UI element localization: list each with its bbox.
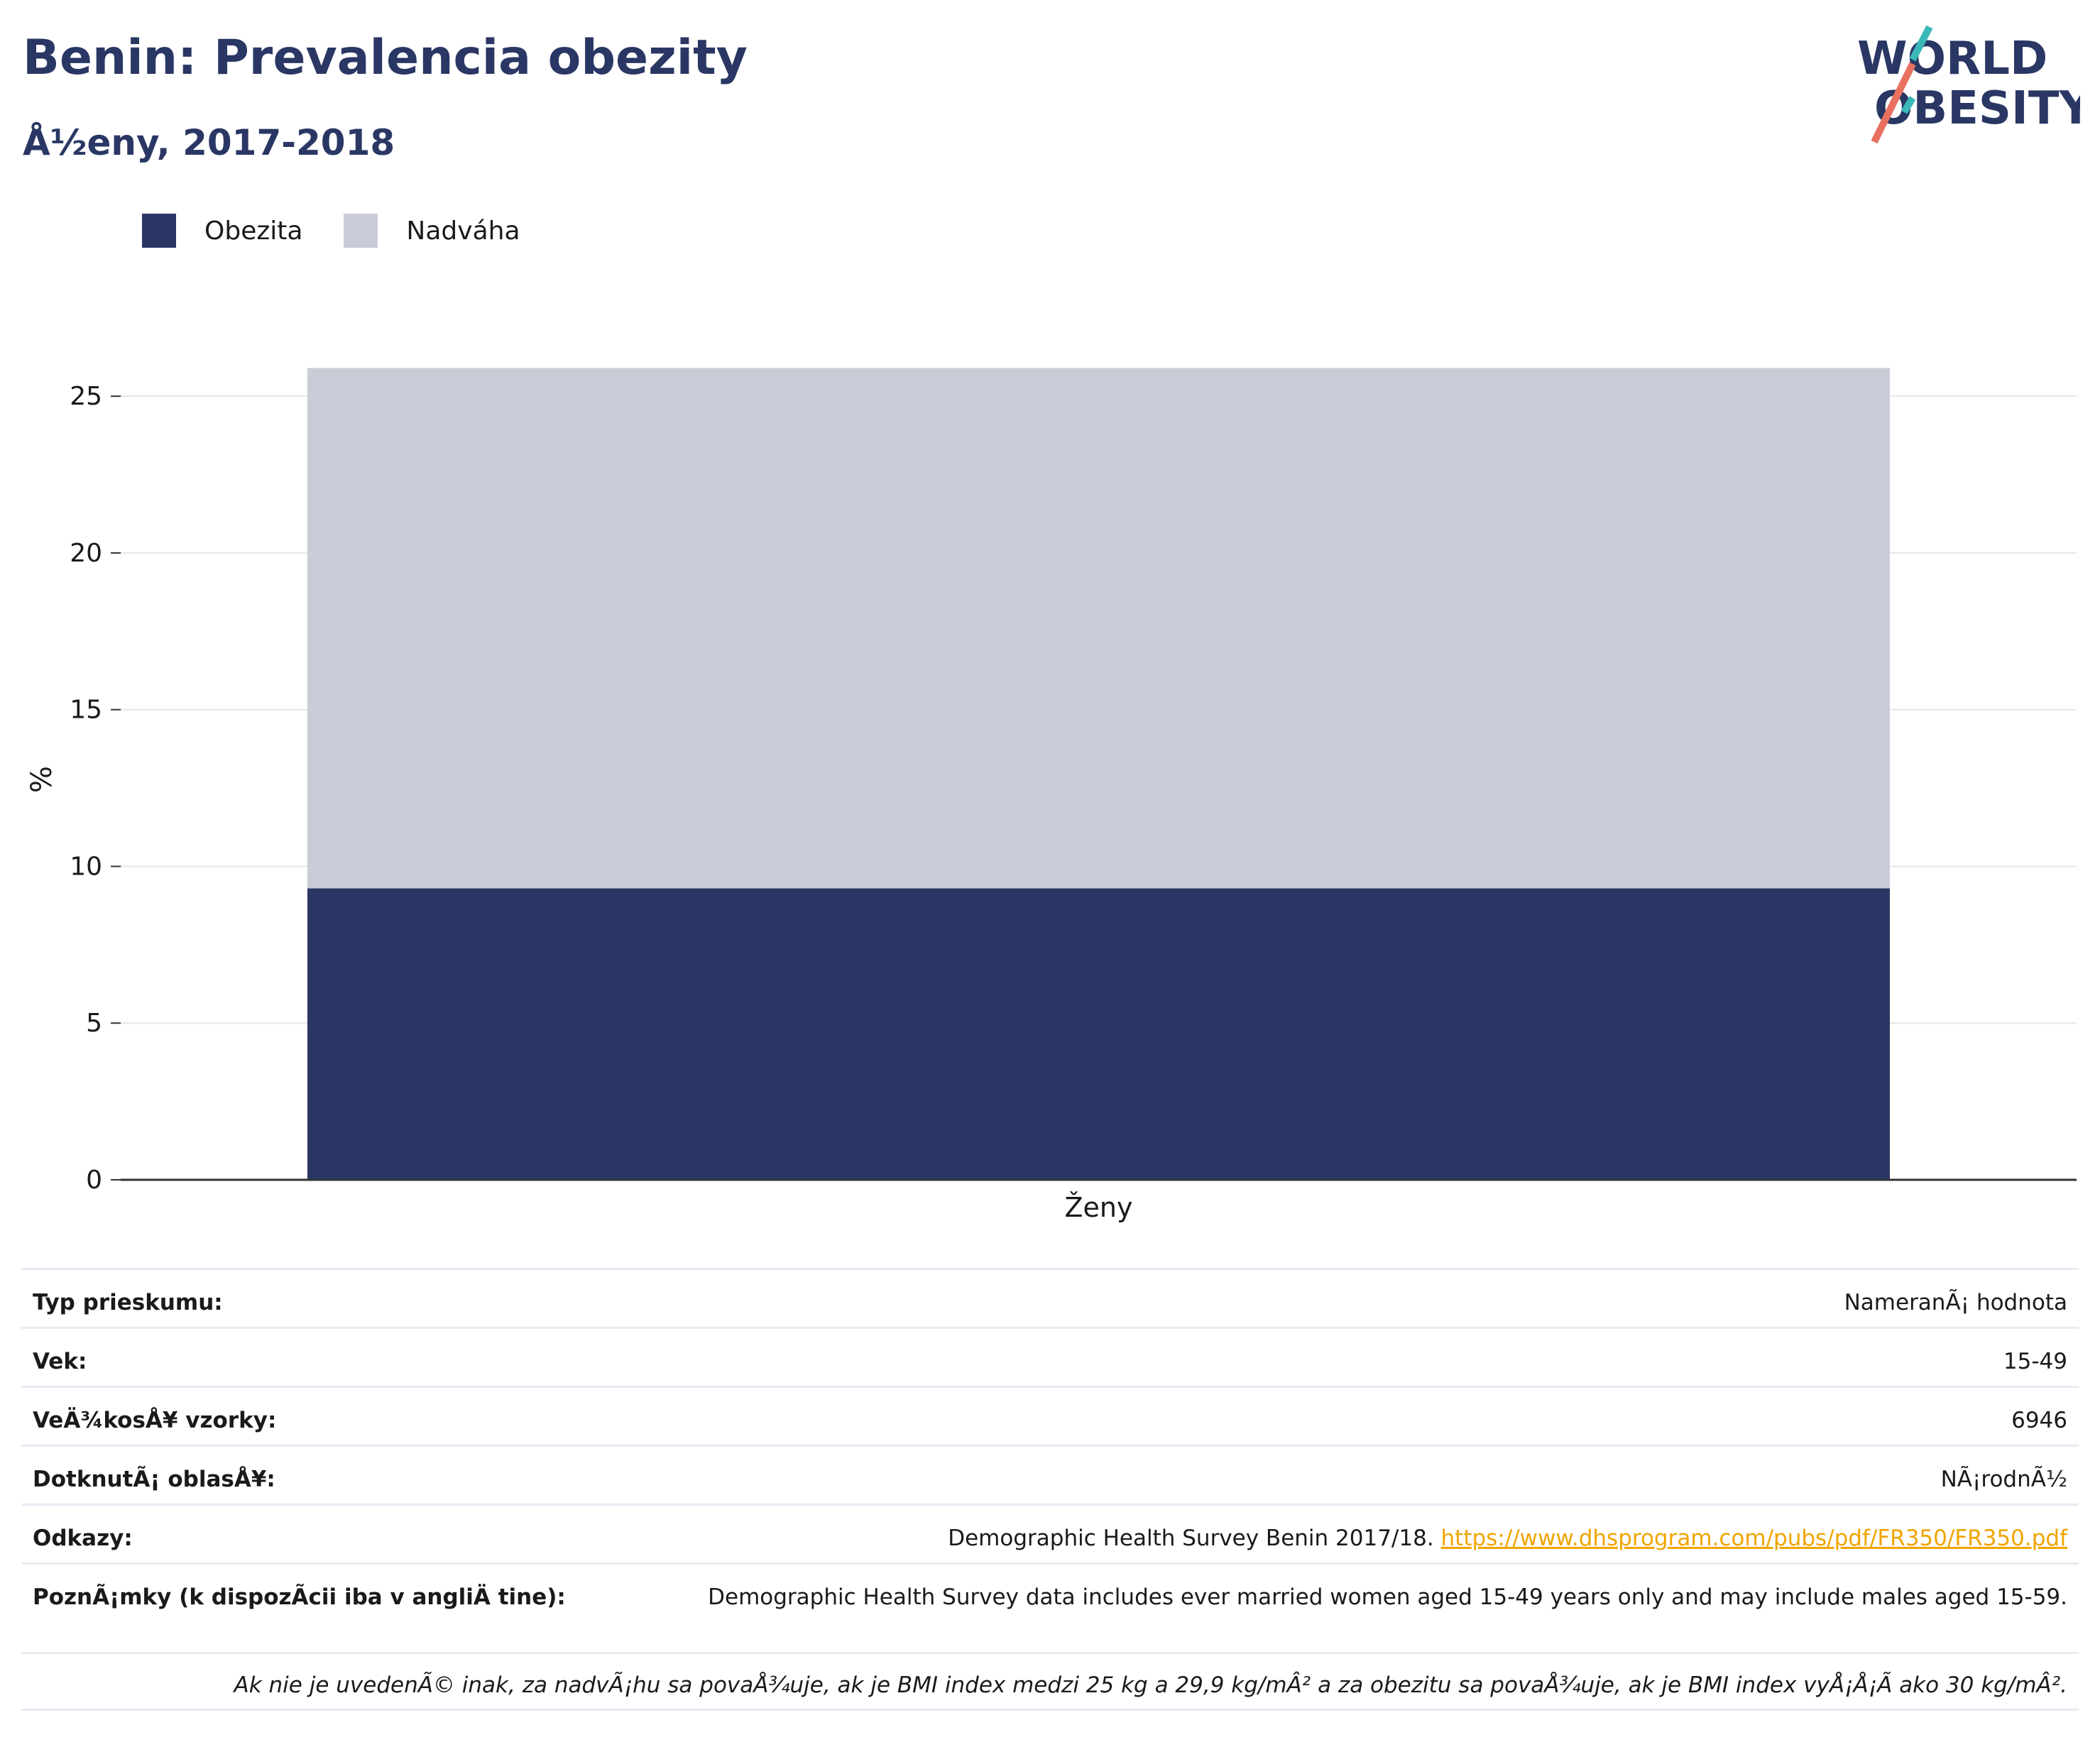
footnote: Ak nie je uvedenÃ© inak, za nadvÃ¡hu sa … <box>234 1672 2067 1698</box>
legend-item-nadvaha[interactable]: Nadváha <box>344 214 520 248</box>
y-axis-label: % <box>26 766 58 793</box>
world-obesity-logo: WORLD OBESITY <box>1857 25 2080 144</box>
info-row-area: DotknutÃ¡ oblasÅ¥: NÃ¡rodnÃ½ <box>21 1445 2079 1504</box>
info-label: Vek: <box>33 1349 87 1374</box>
info-label: DotknutÃ¡ oblasÅ¥: <box>33 1467 275 1492</box>
survey-info-table: Typ prieskumu: NameranÃ¡ hodnota Vek: 15… <box>21 1268 2079 1711</box>
reference-text: Demographic Health Survey Benin 2017/18. <box>948 1526 1434 1551</box>
info-row-references: Odkazy: Demographic Health Survey Benin … <box>21 1504 2079 1562</box>
chart-legend: Obezita Nadváha <box>142 213 562 248</box>
info-value: 15-49 <box>2003 1349 2067 1374</box>
x-tick-label: Ženy <box>1065 1192 1133 1223</box>
legend-label-obezita: Obezita <box>204 216 303 246</box>
info-row-sample-size: VeÄ¾kosÅ¥ vzorky: 6946 <box>21 1386 2079 1445</box>
info-value: Demographic Health Survey Benin 2017/18.… <box>948 1524 2067 1552</box>
bar-nadvaha <box>307 368 1890 889</box>
logo-slash-coral-icon <box>1871 62 1916 144</box>
info-value: Demographic Health Survey data includes … <box>708 1584 2067 1610</box>
info-label: VeÄ¾kosÅ¥ vzorky: <box>33 1408 277 1433</box>
legend-swatch-nadvaha <box>344 214 378 248</box>
info-value: 6946 <box>2011 1408 2067 1433</box>
y-tick-label: 10 <box>70 852 102 881</box>
y-tick-label: 5 <box>86 1009 102 1038</box>
bar-obezita <box>307 888 1890 1180</box>
logo-text-world: WORLD <box>1857 33 2047 85</box>
y-tick-label: 0 <box>86 1166 102 1195</box>
info-row-notes: PoznÃ¡mky (k dispozÃ­cii iba v angliÄ ti… <box>21 1562 2079 1652</box>
legend-swatch-obezita <box>142 214 176 248</box>
y-tick-label: 25 <box>70 382 102 411</box>
info-label: PoznÃ¡mky (k dispozÃ­cii iba v angliÄ ti… <box>33 1584 566 1610</box>
info-row-footnote: Ak nie je uvedenÃ© inak, za nadvÃ¡hu sa … <box>21 1652 2079 1711</box>
reference-link[interactable]: https://www.dhsprogram.com/pubs/pdf/FR35… <box>1440 1526 2067 1551</box>
logo-slash-top-icon <box>1901 96 1916 114</box>
page-title: Benin: Prevalencia obezity <box>23 30 748 86</box>
legend-item-obezita[interactable]: Obezita <box>142 214 302 248</box>
info-value: NameranÃ¡ hodnota <box>1844 1290 2067 1315</box>
bar-chart: 0 5 10 15 20 25 Ženy% <box>26 368 2077 1223</box>
logo-slash-teal-icon <box>1909 25 1933 62</box>
page-subtitle: Å½eny, 2017-2018 <box>23 122 395 163</box>
y-tick-label: 15 <box>70 696 102 725</box>
y-tick-label: 20 <box>70 539 102 568</box>
info-label: Odkazy: <box>33 1526 133 1551</box>
info-row-survey-type: Typ prieskumu: NameranÃ¡ hodnota <box>21 1268 2079 1327</box>
info-label: Typ prieskumu: <box>33 1290 223 1315</box>
info-value: NÃ¡rodnÃ½ <box>1940 1467 2067 1492</box>
legend-label-nadvaha: Nadváha <box>406 216 520 246</box>
info-row-age: Vek: 15-49 <box>21 1327 2079 1386</box>
